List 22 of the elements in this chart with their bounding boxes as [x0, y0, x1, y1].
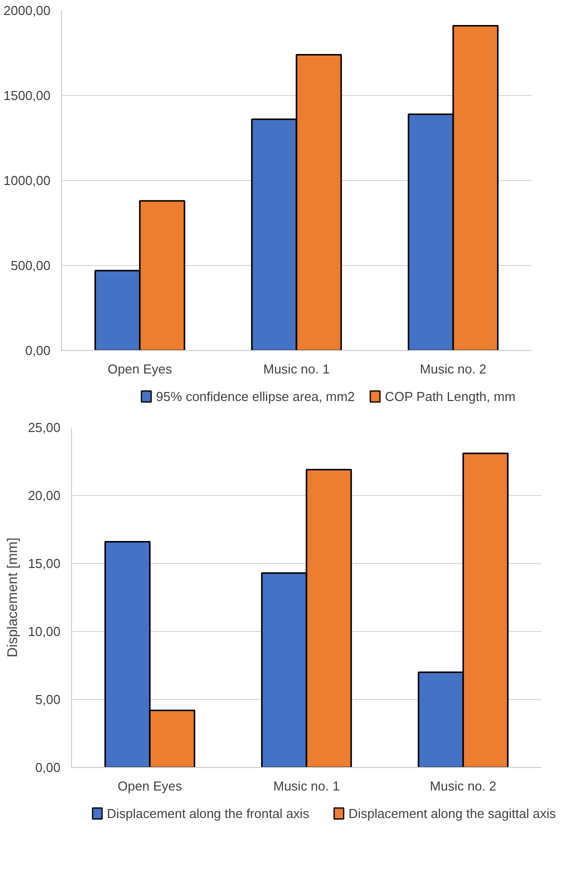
y-tick-label: 1500,00	[4, 88, 51, 103]
y-tick-label: 5,00	[35, 692, 61, 707]
y-tick-label: 20,00	[28, 488, 61, 503]
x-tick-label: Open Eyes	[118, 778, 182, 794]
y-tick-label: 500,00	[10, 258, 51, 273]
legend-label: Displacement along the frontal axis	[106, 806, 310, 821]
x-tick-label: Open Eyes	[108, 362, 172, 376]
x-tick-label: Music no. 2	[420, 362, 486, 376]
x-tick-label: Music no. 2	[430, 778, 496, 794]
y-tick-label: 1000,00	[4, 173, 51, 188]
y-tick-label: 15,00	[28, 556, 61, 571]
y-axis-title: Displacement [mm]	[4, 538, 20, 658]
y-tick-label: 25,00	[28, 420, 61, 435]
legend-label: 95% confidence ellipse area, mm2	[156, 389, 355, 404]
y-tick-label: 10,00	[28, 624, 61, 639]
y-tick-label: 0,00	[25, 343, 51, 358]
legend-label: Displacement along the sagittal axis	[348, 806, 556, 821]
legend-label: COP Path Length, mm	[384, 389, 516, 404]
x-tick-label: Music no. 1	[273, 778, 340, 794]
y-tick-label: 2000,00	[4, 3, 51, 18]
y-tick-label: 0,00	[35, 760, 61, 775]
x-tick-label: Music no. 1	[263, 362, 330, 376]
